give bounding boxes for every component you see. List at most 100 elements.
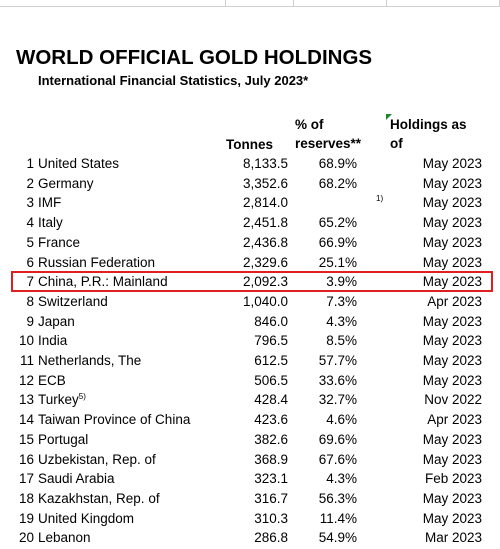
row-rank: 19 [18,510,34,526]
row-holdings-date: May 2023 [422,451,482,467]
row-country-name: Switzerland [38,293,108,309]
footnote-marker: 5) [78,392,86,402]
row-holdings-date: May 2023 [422,274,482,290]
row-tonnes: 796.5 [254,333,288,349]
row-country: France [38,233,80,253]
row-country: India [38,331,67,351]
row-country-name: India [38,333,68,349]
table-row: 7 China, P.R.: Mainland 2,092.3 3.9% May 202… [0,272,500,292]
row-holdings-date: May 2023 [422,353,482,368]
row-country-name: United Kingdom [38,510,135,526]
row-holdings-date: Apr 2023 [427,293,482,309]
row-rank: 16 [18,451,34,467]
table-row: 4 Italy 2,451.8 65.2% May 2023 [0,213,500,233]
column-header-holdings-line1: Holdings as [390,117,467,132]
table-row: 8 Switzerland 1,040.0 7.3% Apr 2023 [0,292,500,312]
cell-comment-flag-icon [386,114,392,120]
row-tonnes: 2,329.6 [242,254,288,270]
row-pct-reserves: 4.3% [326,471,357,487]
column-header-pct-line1: % of [295,117,324,132]
row-rank: 8 [26,293,34,309]
row-tonnes: 612.5 [254,353,288,368]
row-country: Saudi Arabia [38,469,115,489]
table-row: 19 United Kingdom 310.3 11.4% May 2023 [0,509,500,529]
table-row: 1 United States 8,133.5 68.9% May 2023 [0,154,500,174]
row-tonnes: 382.6 [254,431,288,447]
row-country-name: Taiwan Province of China [38,412,191,428]
row-country: Netherlands, The [38,351,141,371]
row-holdings-date: May 2023 [422,490,482,506]
row-pct-reserves: 7.3% [326,293,357,309]
row-country-name: Italy [38,215,63,231]
table-row: 13 Turkey5) 428.4 32.7% Nov 2022 [0,390,500,410]
row-country: Kazakhstan, Rep. of [38,489,160,509]
row-pct-reserves: 68.2% [318,175,357,191]
row-pct-reserves: 56.3% [318,490,357,506]
row-pct-reserves: 33.6% [318,372,357,388]
page-title: WORLD OFFICIAL GOLD HOLDINGS [16,46,373,69]
row-country-name: China, P.R.: Mainland [38,274,168,290]
row-holdings-date: May 2023 [422,431,482,447]
row-rank: 1 [26,156,34,171]
row-holdings-date: May 2023 [422,254,482,270]
row-tonnes: 846.0 [254,313,288,329]
row-country: United States [38,154,119,174]
row-rank: 14 [18,412,34,428]
row-rank: 10 [18,333,34,349]
row-pct-reserves: 66.9% [318,234,357,250]
row-pct-reserves: 8.5% [326,333,357,349]
row-pct-reserves: 54.9% [318,530,357,546]
row-pct-reserves: 3.9% [326,274,357,290]
row-tonnes: 2,436.8 [242,234,288,250]
row-holdings-date: May 2023 [422,313,482,329]
table-row: 17 Saudi Arabia 323.1 4.3% Feb 2023 [0,469,500,489]
row-pct-reserves: 57.7% [318,353,357,368]
row-tonnes: 8,133.5 [242,156,288,171]
row-pct-reserves: 69.6% [318,431,357,447]
row-holdings-date: Apr 2023 [427,412,482,428]
row-pct-reserves: 32.7% [318,392,357,408]
row-country: Switzerland [38,292,108,312]
row-country-name: ECB [38,372,66,388]
table-row: 20 Lebanon 286.8 54.9% Mar 2023 [0,528,500,548]
column-divider [225,0,226,6]
row-country-name: Germany [38,175,94,191]
table-row: 14 Taiwan Province of China 423.6 4.6% Apr 2… [0,410,500,430]
row-country: Taiwan Province of China [38,410,190,430]
footnote-marker: 1) [376,194,384,204]
row-rank: 11 [19,353,34,368]
column-divider [293,0,294,6]
page-subtitle: International Financial Statistics, July… [38,73,309,88]
row-country-name: France [38,234,81,250]
row-rank: 3 [26,195,34,211]
row-tonnes: 316.7 [254,490,288,506]
row-holdings-date: May 2023 [422,215,482,231]
row-country: ECB [38,371,66,391]
row-tonnes: 1,040.0 [242,293,288,309]
row-holdings-date: Feb 2023 [424,471,482,487]
row-tonnes: 2,814.0 [242,195,288,211]
row-holdings-date: Nov 2022 [424,392,482,408]
column-header-pct-line2: reserves** [295,136,362,151]
row-pct-reserves: 4.6% [326,412,357,428]
row-pct-reserves: 67.6% [318,451,357,467]
row-country: Italy [38,213,63,233]
spreadsheet-gridline [0,0,500,7]
row-holdings-date: May 2023 [422,372,482,388]
table-row: 16 Uzbekistan, Rep. of 368.9 67.6% May 2023 [0,450,500,470]
row-country: United Kingdom [38,509,134,529]
row-pct-reserves: 4.3% [326,313,357,329]
row-rank: 12 [18,372,34,388]
row-country: IMF [38,193,61,213]
column-divider [386,0,387,6]
row-rank: 15 [18,431,34,447]
row-country: Turkey5) [38,390,86,410]
row-tonnes: 310.3 [254,510,288,526]
row-country: Lebanon [38,528,91,548]
row-country-name: Turkey [38,392,79,408]
row-country-name: Saudi Arabia [38,471,115,487]
row-tonnes: 286.8 [254,530,288,546]
table-row: 18 Kazakhstan, Rep. of 316.7 56.3% May 2023 [0,489,500,509]
row-country-name: Uzbekistan, Rep. of [38,451,156,467]
row-country-name: Portugal [38,431,89,447]
